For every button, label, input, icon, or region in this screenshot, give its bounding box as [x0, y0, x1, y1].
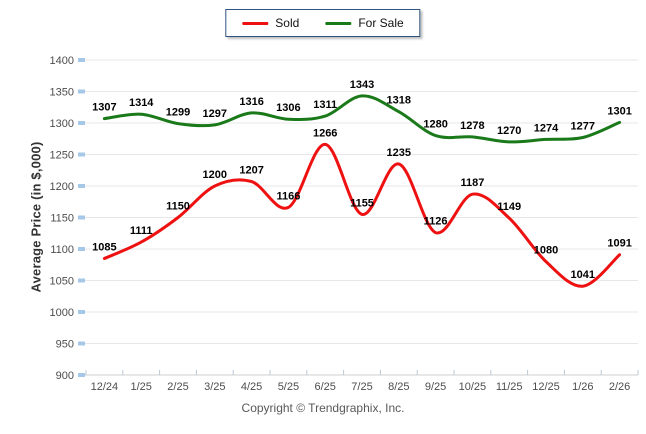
svg-text:8/25: 8/25: [388, 381, 409, 393]
svg-text:1299: 1299: [166, 107, 190, 119]
svg-text:1318: 1318: [387, 95, 411, 107]
svg-text:900: 900: [56, 370, 74, 382]
sold-line-swatch: [242, 21, 269, 25]
svg-text:1314: 1314: [129, 97, 154, 109]
svg-text:1235: 1235: [387, 147, 411, 159]
copyright-text: Copyright © Trendgraphix, Inc.: [241, 401, 405, 415]
svg-text:5/25: 5/25: [278, 381, 299, 393]
svg-text:1/26: 1/26: [572, 381, 593, 393]
svg-text:12/25: 12/25: [532, 381, 560, 393]
svg-text:1/25: 1/25: [130, 381, 151, 393]
legend: Sold For Sale: [225, 9, 421, 37]
svg-text:1200: 1200: [50, 181, 74, 193]
svg-text:1274: 1274: [534, 122, 559, 134]
legend-item-for-sale: For Sale: [325, 16, 404, 30]
svg-text:1280: 1280: [423, 119, 447, 131]
svg-text:10/25: 10/25: [459, 381, 487, 393]
svg-text:1150: 1150: [166, 201, 190, 213]
svg-text:2/25: 2/25: [167, 381, 188, 393]
svg-text:1166: 1166: [276, 190, 300, 202]
svg-text:4/25: 4/25: [241, 381, 262, 393]
svg-text:1400: 1400: [50, 55, 74, 67]
svg-text:1316: 1316: [239, 96, 263, 108]
svg-text:1343: 1343: [350, 79, 374, 91]
svg-text:1301: 1301: [607, 105, 631, 117]
svg-text:1297: 1297: [203, 108, 227, 120]
svg-text:1187: 1187: [460, 177, 484, 189]
legend-item-sold: Sold: [242, 16, 299, 30]
svg-text:3/25: 3/25: [204, 381, 225, 393]
svg-text:1150: 1150: [50, 213, 74, 225]
svg-text:12/24: 12/24: [91, 381, 119, 393]
legend-label-sold: Sold: [275, 16, 300, 30]
svg-text:1200: 1200: [203, 169, 227, 181]
svg-text:1250: 1250: [50, 150, 74, 162]
svg-text:6/25: 6/25: [314, 381, 335, 393]
svg-text:1041: 1041: [571, 269, 595, 281]
legend-label-for-sale: For Sale: [358, 16, 404, 30]
svg-text:9/25: 9/25: [425, 381, 446, 393]
svg-text:7/25: 7/25: [351, 381, 372, 393]
svg-text:1266: 1266: [313, 127, 337, 139]
svg-text:1350: 1350: [50, 87, 74, 99]
svg-text:1080: 1080: [534, 245, 558, 257]
svg-text:1270: 1270: [497, 125, 521, 137]
svg-text:1300: 1300: [50, 118, 74, 130]
svg-text:1050: 1050: [50, 276, 74, 288]
svg-text:2/26: 2/26: [609, 381, 630, 393]
svg-text:1100: 1100: [50, 244, 74, 256]
svg-text:1155: 1155: [350, 197, 374, 209]
svg-text:1207: 1207: [239, 165, 263, 177]
y-axis-title: Average Price (in $,000): [28, 141, 44, 293]
svg-text:1091: 1091: [607, 238, 631, 250]
svg-text:1149: 1149: [497, 201, 521, 213]
svg-text:1278: 1278: [460, 120, 484, 132]
svg-text:1311: 1311: [313, 99, 337, 111]
svg-text:1000: 1000: [50, 307, 74, 319]
svg-text:1111: 1111: [130, 225, 153, 237]
svg-text:11/25: 11/25: [496, 381, 523, 393]
svg-text:1307: 1307: [92, 102, 116, 114]
svg-text:1085: 1085: [92, 242, 116, 254]
svg-text:1306: 1306: [276, 102, 300, 114]
svg-text:950: 950: [56, 339, 74, 351]
svg-text:1126: 1126: [424, 216, 448, 228]
for-sale-line-swatch: [325, 21, 352, 25]
svg-text:1277: 1277: [571, 121, 595, 133]
